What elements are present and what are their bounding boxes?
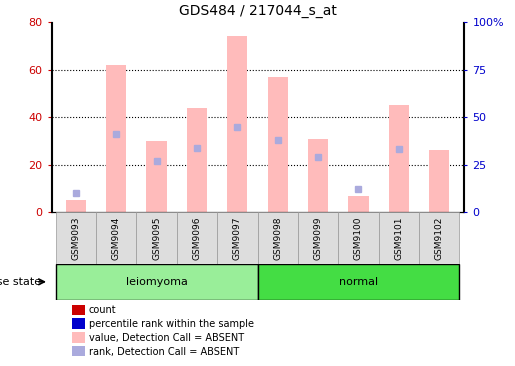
Text: normal: normal <box>339 277 378 287</box>
Text: value, Detection Call = ABSENT: value, Detection Call = ABSENT <box>89 333 244 343</box>
Text: GSM9098: GSM9098 <box>273 216 282 259</box>
Text: GSM9100: GSM9100 <box>354 216 363 259</box>
Text: GSM9094: GSM9094 <box>112 216 121 259</box>
Text: GSM9102: GSM9102 <box>435 216 444 259</box>
Bar <box>96 212 136 264</box>
Bar <box>258 264 459 300</box>
Bar <box>308 139 328 212</box>
Text: GSM9096: GSM9096 <box>193 216 201 259</box>
Title: GDS484 / 217044_s_at: GDS484 / 217044_s_at <box>179 4 336 18</box>
Bar <box>419 212 459 264</box>
Bar <box>187 108 207 212</box>
Text: GSM9099: GSM9099 <box>314 216 322 259</box>
Bar <box>136 212 177 264</box>
Bar <box>227 36 247 212</box>
Bar <box>177 212 217 264</box>
Bar <box>146 141 167 212</box>
Text: leiomyoma: leiomyoma <box>126 277 187 287</box>
Text: percentile rank within the sample: percentile rank within the sample <box>89 319 253 329</box>
Bar <box>106 65 126 212</box>
Bar <box>268 77 288 212</box>
Bar <box>389 105 409 212</box>
Text: GSM9093: GSM9093 <box>71 216 80 259</box>
Bar <box>338 212 379 264</box>
Bar <box>217 212 258 264</box>
Bar <box>379 212 419 264</box>
Text: rank, Detection Call = ABSENT: rank, Detection Call = ABSENT <box>89 347 239 357</box>
Bar <box>65 201 86 212</box>
Text: GSM9095: GSM9095 <box>152 216 161 259</box>
Bar <box>348 195 369 212</box>
Bar <box>429 150 450 212</box>
Text: GSM9097: GSM9097 <box>233 216 242 259</box>
Text: disease state: disease state <box>0 277 41 287</box>
Text: count: count <box>89 305 116 315</box>
Bar <box>258 212 298 264</box>
Bar <box>298 212 338 264</box>
Bar <box>56 264 258 300</box>
Bar <box>56 212 96 264</box>
Text: GSM9101: GSM9101 <box>394 216 403 259</box>
